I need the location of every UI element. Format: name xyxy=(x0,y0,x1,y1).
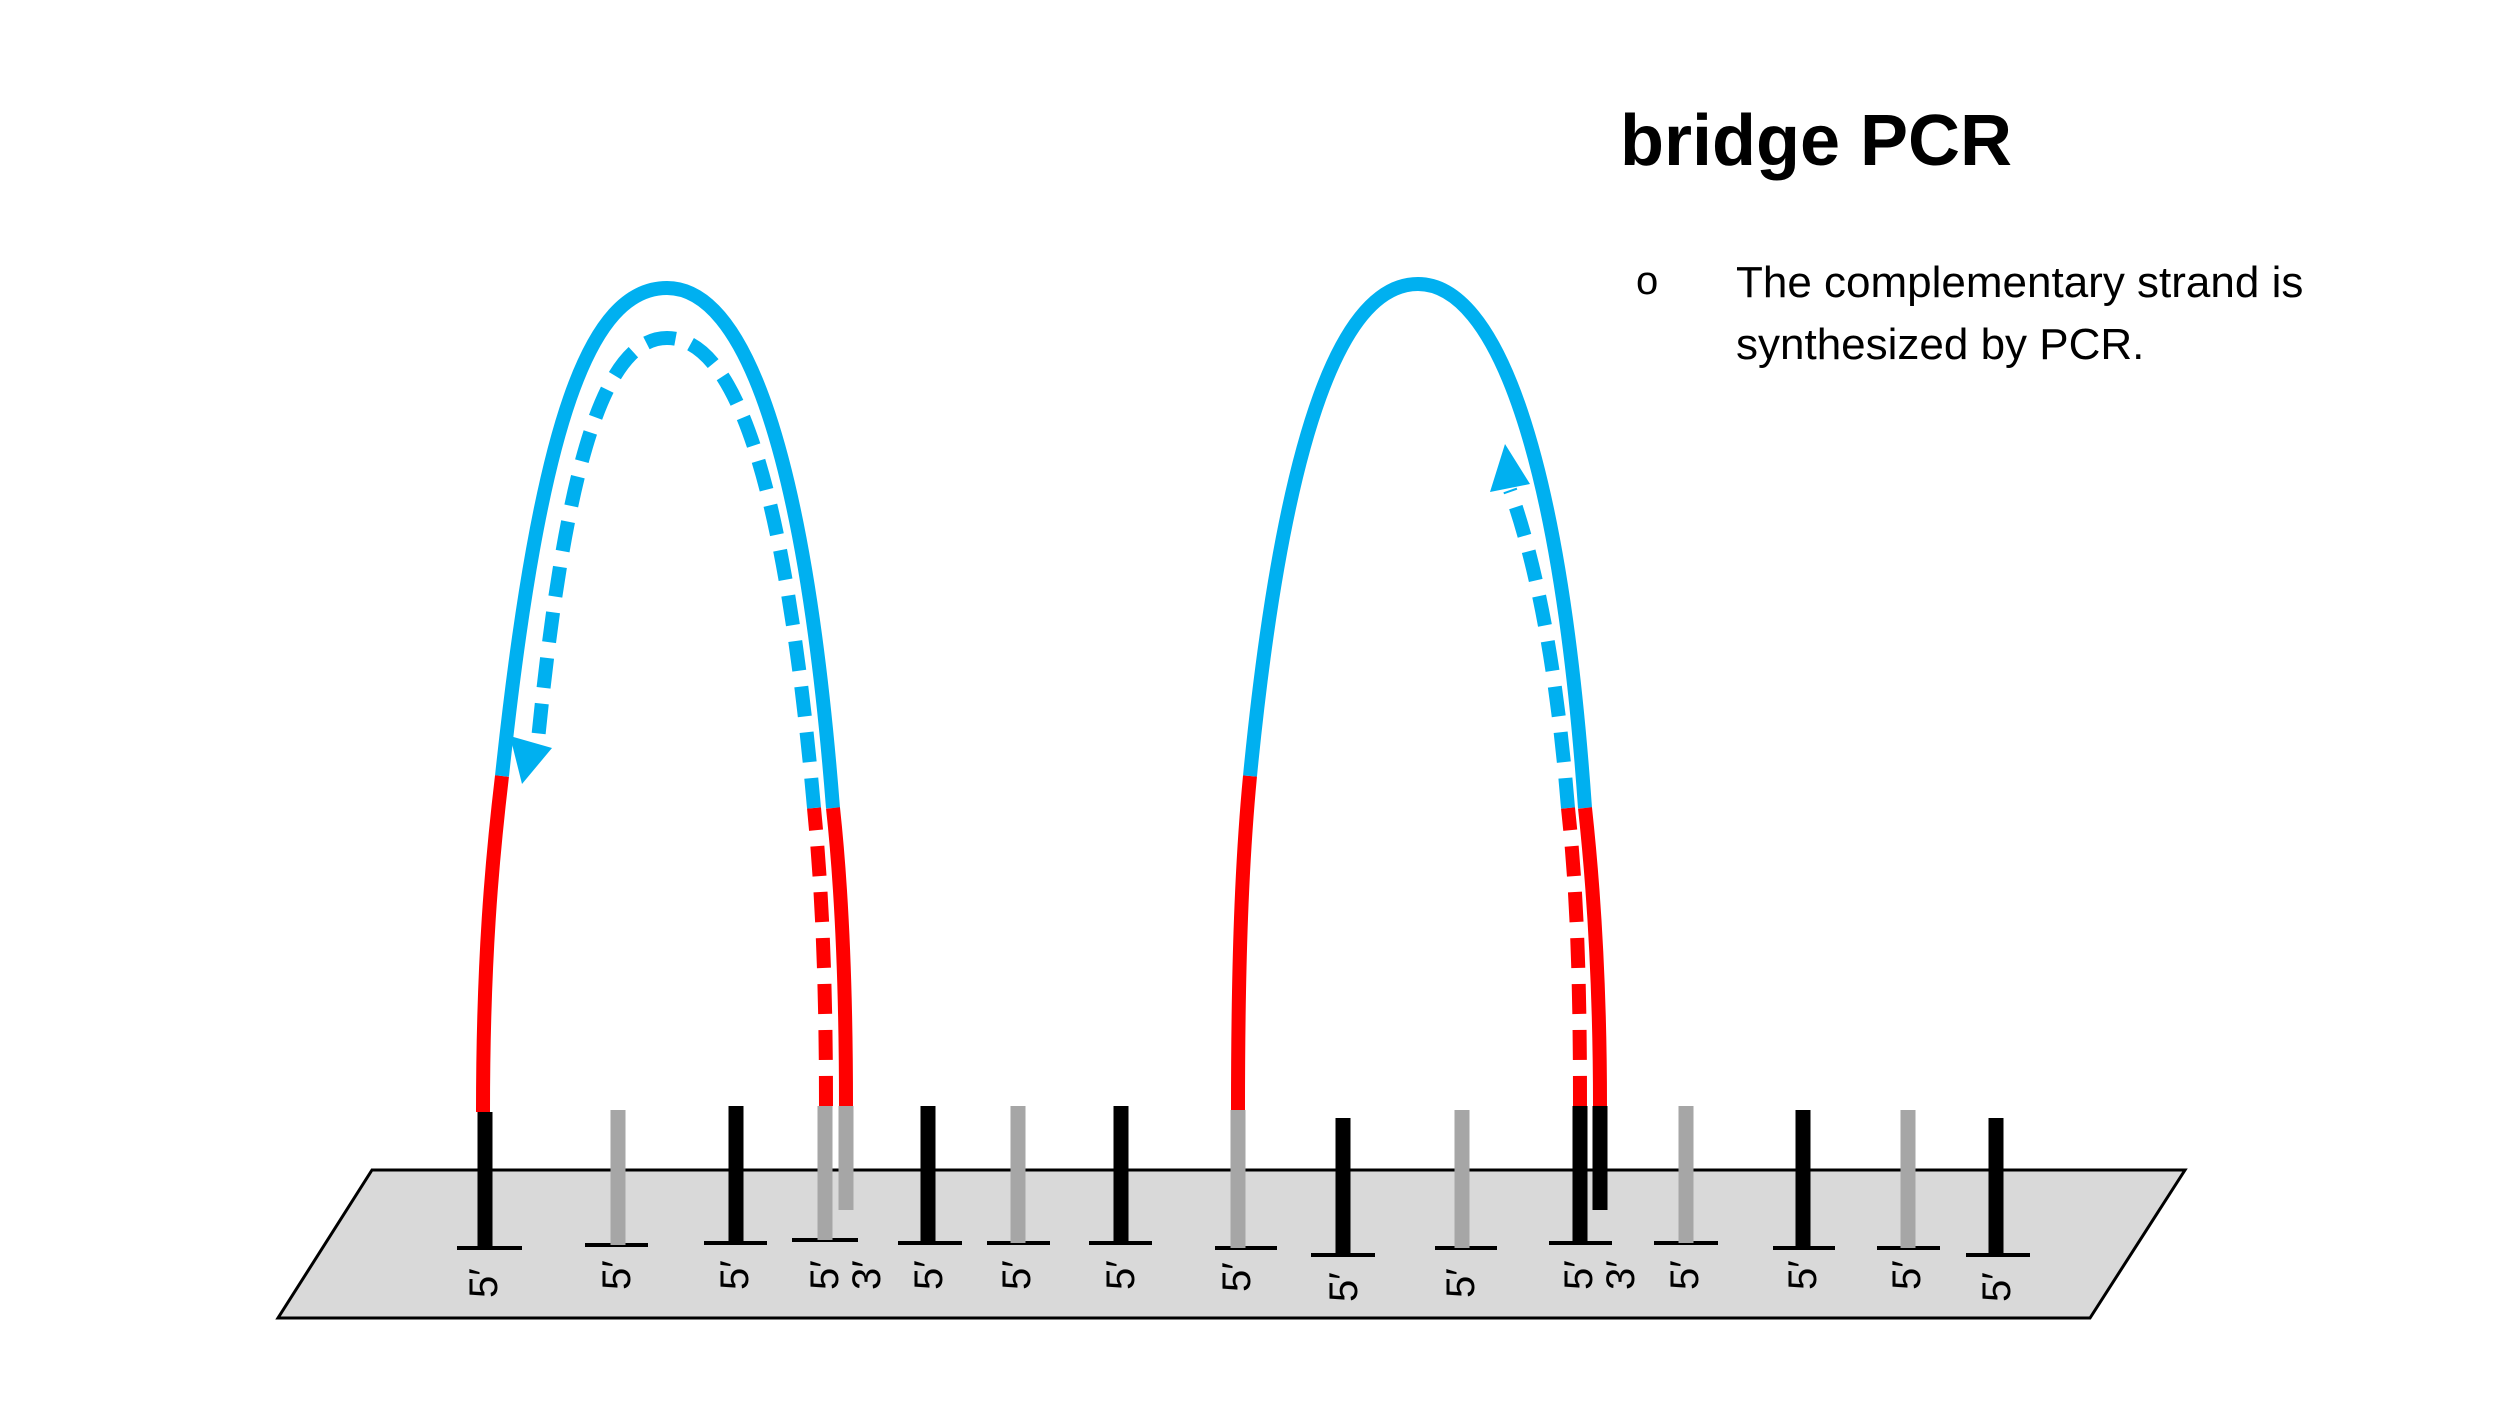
bullet-item: o The complementary strand is synthesize… xyxy=(1636,252,2456,376)
label-5prime-5: 5′ xyxy=(907,1260,951,1290)
label-5prime-13: 5′ xyxy=(1781,1260,1825,1290)
left-arch-blue-loop xyxy=(495,280,840,809)
left-arch-red-left-leg xyxy=(476,775,509,1113)
label-5prime-7: 5′ xyxy=(1099,1260,1143,1290)
right-arch-red-right-leg xyxy=(1578,807,1607,1107)
left-synth-red-segment xyxy=(807,807,833,1107)
label-5prime-8: 5′ xyxy=(1215,1262,1259,1292)
label-5prime-12: 5′ xyxy=(1663,1260,1707,1290)
right-synthesis-arrow-icon xyxy=(1490,444,1530,492)
left-synthesis-arrow-icon xyxy=(510,736,552,784)
left-bridge-synthesized-strand xyxy=(531,330,833,1107)
right-bridge-synthesized-strand xyxy=(1503,487,1587,1107)
left-bridge-template-strand xyxy=(476,280,853,1113)
surface-primers xyxy=(477,1106,2004,1255)
right-arch-red-left-leg xyxy=(1231,775,1257,1111)
bullet-text: The complementary strand is synthesized … xyxy=(1736,258,2304,369)
label-5prime-14: 5′ xyxy=(1885,1260,1929,1290)
label-5prime-1: 5′ xyxy=(462,1268,506,1298)
label-5prime-9: 5′ xyxy=(1322,1272,1366,1302)
right-synth-red-segment xyxy=(1561,807,1587,1107)
right-synth-blue-segment xyxy=(1503,487,1575,809)
label-5prime-15: 5′ xyxy=(1975,1272,2019,1302)
left-synth-blue-segment xyxy=(531,330,821,809)
label-5prime-3: 5′ xyxy=(713,1260,757,1290)
label-5prime-11: 5′ xyxy=(1557,1260,1601,1290)
label-5prime-4: 5′ xyxy=(803,1260,847,1290)
label-3prime-4: 3′ xyxy=(845,1260,889,1290)
left-arch-red-right-leg xyxy=(826,807,853,1107)
right-bridge-template-strand xyxy=(1231,276,1607,1111)
label-5prime-10: 5′ xyxy=(1439,1268,1483,1298)
label-3prime-11: 3′ xyxy=(1599,1260,1643,1290)
label-5prime-6: 5′ xyxy=(995,1260,1039,1290)
bullet-list: o The complementary strand is synthesize… xyxy=(1636,252,2456,376)
label-5prime-2: 5′ xyxy=(595,1260,639,1290)
end-labels: 5′ 5′ 5′ 5′ 3′ 5′ 5′ 5′ 5′ 5′ 5′ 5′ 3′ 5… xyxy=(462,1260,2019,1302)
right-arch-blue-loop xyxy=(1243,276,1592,809)
slide-title: bridge PCR xyxy=(1620,101,2013,181)
bullet-marker: o xyxy=(1636,259,1659,303)
